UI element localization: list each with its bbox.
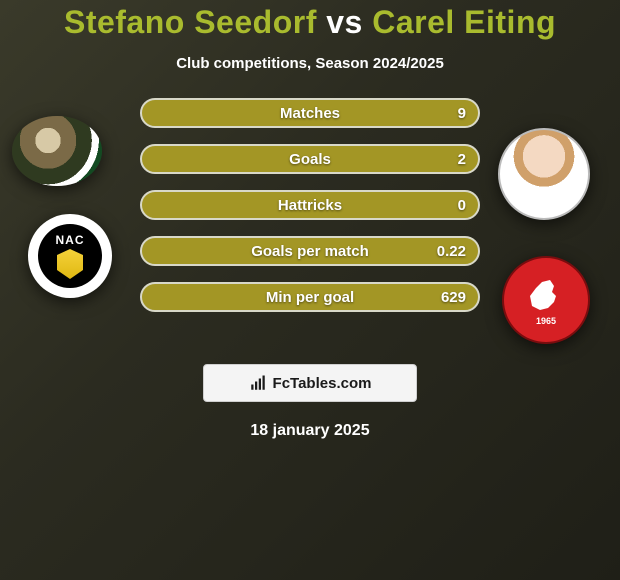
stat-value-right: 0: [458, 197, 466, 214]
stat-row-goals: Goals 2: [140, 144, 480, 174]
stat-value-right: 0.22: [437, 243, 466, 260]
subtitle: Club competitions, Season 2024/2025: [0, 55, 620, 72]
stat-value-right: 2: [458, 151, 466, 168]
brand-text: FcTables.com: [273, 375, 372, 392]
brand-card: FcTables.com: [203, 364, 417, 402]
stat-value-right: 9: [458, 105, 466, 122]
player1-name: Stefano Seedorf: [64, 4, 317, 40]
stat-label: Hattricks: [278, 197, 342, 214]
stat-row-gpm: Goals per match 0.22: [140, 236, 480, 266]
stat-row-matches: Matches 9: [140, 98, 480, 128]
stat-row-mpg: Min per goal 629: [140, 282, 480, 312]
comparison-title: Stefano Seedorf vs Carel Eiting: [0, 4, 620, 41]
stat-row-hattricks: Hattricks 0: [140, 190, 480, 220]
player2-name: Carel Eiting: [372, 4, 556, 40]
infographic-root: Stefano Seedorf vs Carel Eiting Club com…: [0, 0, 620, 580]
chart-icon: [249, 374, 267, 392]
stat-label: Goals per match: [251, 243, 369, 260]
date-text: 18 january 2025: [0, 422, 620, 440]
stat-label: Matches: [280, 105, 340, 122]
vs-separator: vs: [326, 4, 363, 40]
stat-label: Goals: [289, 151, 331, 168]
stat-value-right: 629: [441, 289, 466, 306]
stat-label: Min per goal: [266, 289, 354, 306]
stat-bars-container: Matches 9 Goals 2 Hattricks 0 Goals per …: [0, 98, 620, 358]
stat-bars: Matches 9 Goals 2 Hattricks 0 Goals per …: [140, 98, 480, 328]
